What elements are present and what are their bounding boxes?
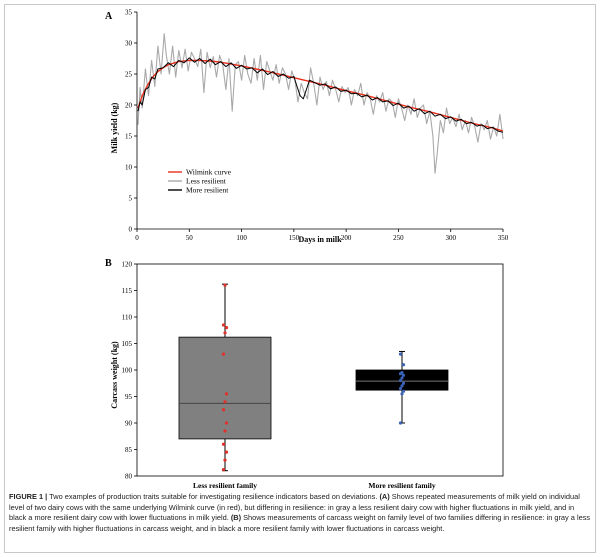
point-more-resilient [398, 352, 403, 356]
panel-a-y-tick-label: 35 [125, 9, 133, 17]
figure-frame [4, 4, 596, 553]
point-less-resilient [221, 323, 226, 327]
panel-a-y-tick-label: 15 [125, 133, 133, 141]
category-label-more-resilient: More resilient family [368, 481, 435, 490]
panel-a-letter: A [105, 11, 113, 22]
point-less-resilient [221, 352, 226, 356]
panel-a-x-tick-label: 50 [186, 234, 194, 242]
point-more-resilient [401, 381, 406, 385]
panel-b-y-tick-label: 95 [125, 393, 133, 401]
panel-b-y-tick-label: 100 [122, 367, 133, 375]
box-less-resilient [178, 336, 272, 440]
caption-ref-a: (A) [379, 492, 390, 501]
panel-b-y-tick-label: 115 [122, 287, 133, 295]
figure-caption: FIGURE 1 | Two examples of production tr… [9, 492, 591, 534]
point-more-resilient [398, 421, 403, 425]
caption-text-3: Shows measurements of carcass weight on … [9, 513, 591, 533]
point-less-resilient [224, 421, 229, 425]
point-less-resilient [223, 458, 227, 462]
caption-text-1: Two examples of production traits suitab… [47, 492, 380, 501]
point-less-resilient [223, 331, 227, 335]
caption-text-2: Shows repeated measurements of milk yiel… [9, 492, 580, 523]
panel-b-y-tick-label: 120 [122, 261, 133, 269]
point-more-resilient [400, 384, 404, 388]
legend-label-less-resilient: Less resilient [186, 177, 227, 186]
panel-a-x-tick-label: 300 [445, 234, 456, 242]
panel-a-x-tick-label: 150 [289, 234, 300, 242]
panel-a-x-tick-label: 200 [341, 234, 352, 242]
panel-b-y-tick-label: 105 [122, 340, 133, 348]
point-more-resilient [398, 386, 403, 391]
legend-label-more-resilient: More resilient [186, 186, 229, 195]
panel-b-ylabel: Carcass weight (kg) [110, 341, 119, 409]
point-less-resilient [223, 283, 227, 287]
panel-a-x-tick-label: 350 [498, 234, 509, 242]
point-less-resilient [223, 400, 227, 404]
point-less-resilient [221, 468, 226, 472]
caption-ref-b: (B) [230, 513, 242, 523]
point-more-resilient [401, 389, 406, 393]
panel-a-y-tick-label: 25 [125, 71, 133, 79]
point-more-resilient [400, 376, 404, 380]
series-line-less-resilient [137, 33, 504, 174]
legend-label-wilmink-curve: Wilmink curve [186, 168, 232, 177]
panel-b-letter: B [105, 258, 112, 269]
point-less-resilient [224, 392, 229, 396]
panel-a-ylabel: Milk yield (kg) [110, 102, 119, 153]
series-line-more-resilient [137, 57, 504, 133]
panel-a-y-tick-label: 0 [129, 226, 133, 234]
panel-a-y-tick-label: 5 [129, 195, 133, 203]
panel-a-x-tick-label: 250 [393, 234, 404, 242]
point-less-resilient [223, 429, 227, 433]
panel-b-y-tick-label: 80 [125, 473, 133, 481]
point-less-resilient [221, 442, 226, 446]
panel-a-y-tick-label: 30 [125, 40, 133, 48]
point-more-resilient [400, 371, 404, 375]
point-more-resilient [401, 373, 406, 377]
point-more-resilient [400, 392, 404, 396]
panel-a-x-tick-label: 0 [135, 234, 139, 242]
category-label-less-resilient: Less resilient family [193, 481, 257, 490]
panel-b-y-tick-label: 90 [125, 420, 133, 428]
point-more-resilient [401, 363, 406, 367]
point-less-resilient [224, 326, 229, 330]
panel-a-x-tick-label: 100 [236, 234, 247, 242]
point-less-resilient [224, 450, 229, 454]
point-less-resilient [221, 408, 226, 412]
panel-a-y-tick-label: 10 [125, 164, 133, 172]
point-more-resilient [398, 379, 403, 383]
panel-a-xlabel: Days in milk [298, 235, 342, 244]
panel-b-chart: B 80 85 90 95 100 105 110 115 120 Less resilient… [105, 258, 504, 490]
panel-b-y-tick-label: 85 [125, 446, 133, 454]
panel-a-y-tick-label: 20 [125, 102, 133, 110]
panel-b-y-tick-label: 110 [122, 314, 133, 322]
caption-label: FIGURE 1 | [9, 492, 48, 501]
